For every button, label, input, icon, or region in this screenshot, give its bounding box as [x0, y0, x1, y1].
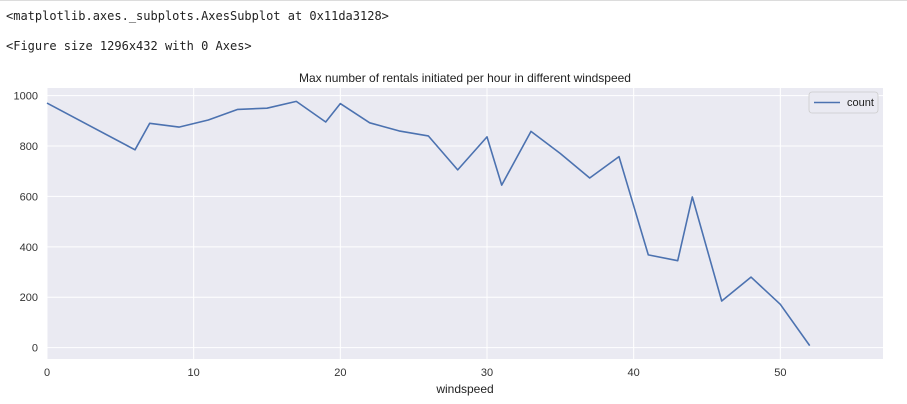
legend-entry-count: count	[847, 97, 874, 109]
x-tick-label: 30	[481, 367, 493, 379]
cell-separator	[0, 0, 907, 1]
plot-area	[47, 88, 883, 359]
y-tick-label: 1000	[14, 91, 38, 103]
x-axis-label: windspeed	[435, 382, 493, 396]
legend: count	[808, 91, 879, 114]
tick-labels: 0 10 20 30 40 50 0 200 400 600 800 1000	[14, 91, 787, 379]
series-line-count	[46, 100, 811, 347]
x-tick-label: 50	[774, 367, 786, 379]
y-tick-label: 800	[20, 141, 38, 153]
series-layer	[46, 100, 811, 347]
x-tick-label: 10	[188, 367, 200, 379]
chart-title: Max number of rentals initiated per hour…	[299, 71, 631, 85]
x-tick-label: 0	[44, 367, 50, 379]
x-tick-label: 20	[334, 367, 346, 379]
y-tick-label: 0	[32, 343, 38, 355]
legend-box	[808, 91, 879, 114]
cell-output-axes: <matplotlib.axes._subplots.AxesSubplot a…	[6, 9, 389, 23]
y-tick-label: 400	[20, 242, 38, 254]
cell-output-figure: <Figure size 1296x432 with 0 Axes>	[6, 39, 252, 53]
x-tick-label: 40	[628, 367, 640, 379]
y-tick-label: 200	[20, 292, 38, 304]
grid	[46, 88, 883, 359]
y-tick-label: 600	[20, 191, 38, 203]
